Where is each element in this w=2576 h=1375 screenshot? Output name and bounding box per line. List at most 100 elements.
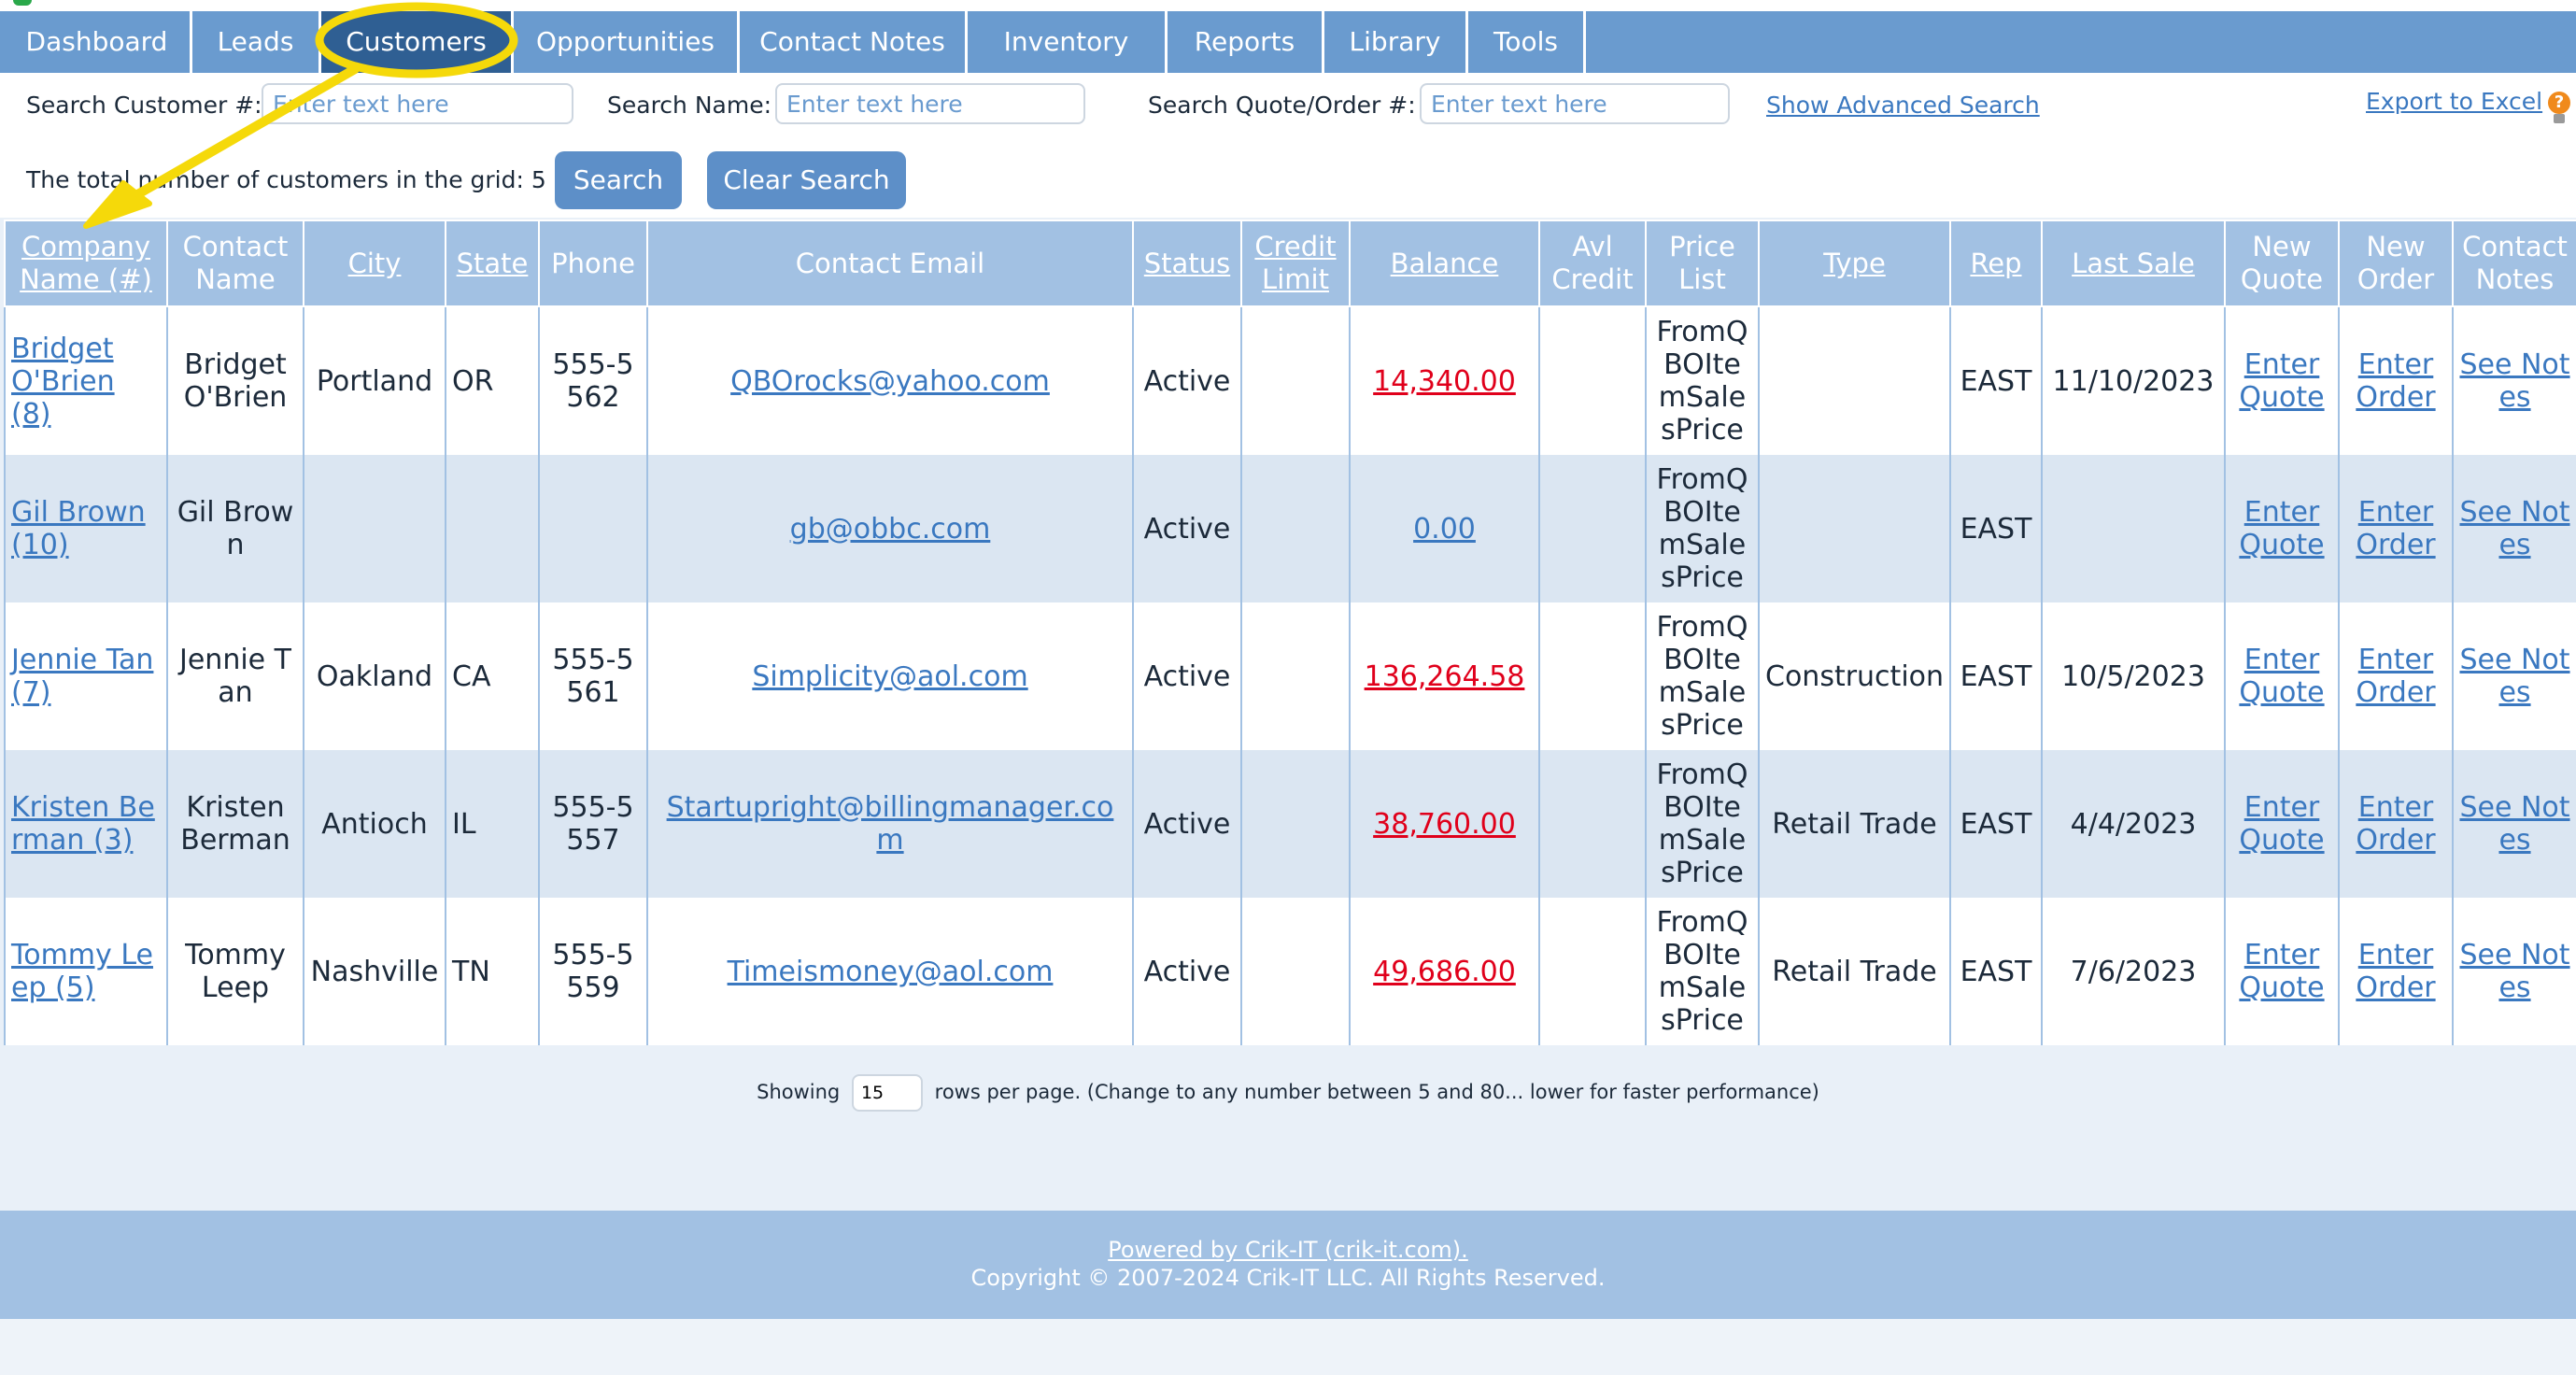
total-customers-text: The total number of customers in the gri… — [26, 166, 546, 193]
lightbulb-base-icon — [2554, 114, 2565, 123]
enter-order-link[interactable]: Enter Order — [2338, 455, 2454, 602]
col-state[interactable]: State — [445, 220, 540, 307]
col-company-name[interactable]: Company Name (#) — [4, 220, 168, 307]
tab-dashboard[interactable]: Dashboard — [4, 11, 192, 73]
tab-library[interactable]: Library — [1324, 11, 1468, 73]
see-notes-link[interactable]: See Notes — [2452, 306, 2576, 455]
col-contact-email: Contact Email — [646, 220, 1134, 307]
cell-price-list: FromQBOItemSalesPrice — [1645, 455, 1760, 602]
tab-leads[interactable]: Leads — [192, 11, 321, 73]
cell-last-sale: 7/6/2023 — [2041, 898, 2226, 1045]
see-notes-link[interactable]: See Notes — [2452, 898, 2576, 1045]
cell-status: Active — [1132, 306, 1242, 455]
cell-city: Nashville — [303, 898, 446, 1045]
cell-phone — [538, 455, 648, 602]
col-avl-credit: Avl Credit — [1538, 220, 1647, 307]
enter-order-link[interactable]: Enter Order — [2338, 750, 2454, 898]
cell-type: Retail Trade — [1758, 898, 1951, 1045]
cell-type: Retail Trade — [1758, 750, 1951, 898]
cell-balance[interactable]: 14,340.00 — [1349, 306, 1540, 455]
cell-rep: EAST — [1949, 602, 2043, 750]
tab-contact-notes[interactable]: Contact Notes — [740, 11, 968, 73]
customers-table: Company Name (#) Contact Name City State… — [4, 220, 2576, 1045]
col-rep[interactable]: Rep — [1949, 220, 2043, 307]
lightbulb-help-icon[interactable]: ? — [2548, 92, 2570, 114]
enter-quote-link[interactable]: Enter Quote — [2224, 898, 2340, 1045]
pager-suffix: rows per page. (Change to any number bet… — [934, 1081, 1819, 1103]
cell-rep: EAST — [1949, 455, 2043, 602]
cell-type — [1758, 306, 1951, 455]
cell-balance[interactable]: 0.00 — [1349, 455, 1540, 602]
tab-customers[interactable]: Customers — [321, 11, 514, 73]
col-status[interactable]: Status — [1132, 220, 1242, 307]
search-quote-input[interactable] — [1420, 83, 1730, 124]
tab-tools[interactable]: Tools — [1468, 11, 1586, 73]
main-nav: Dashboard Leads Customers Opportunities … — [0, 11, 2576, 73]
page-bottom — [0, 1319, 2576, 1375]
enter-quote-link[interactable]: Enter Quote — [2224, 455, 2340, 602]
cell-email[interactable]: Simplicity@aol.com — [646, 602, 1134, 750]
cell-contact: Gil Brown — [166, 455, 304, 602]
cell-last-sale: 10/5/2023 — [2041, 602, 2226, 750]
cell-phone: 555-5559 — [538, 898, 648, 1045]
cell-phone: 555-5562 — [538, 306, 648, 455]
tab-opportunities[interactable]: Opportunities — [514, 11, 740, 73]
search-name-input[interactable] — [775, 83, 1085, 124]
cell-email[interactable]: Startupright@billingmanager.com — [646, 750, 1134, 898]
col-city[interactable]: City — [303, 220, 446, 307]
cell-balance[interactable]: 49,686.00 — [1349, 898, 1540, 1045]
enter-order-link[interactable]: Enter Order — [2338, 306, 2454, 455]
advanced-search-link[interactable]: Show Advanced Search — [1766, 92, 2040, 119]
enter-quote-link[interactable]: Enter Quote — [2224, 750, 2340, 898]
rows-per-page-input[interactable] — [851, 1074, 923, 1112]
cell-status: Active — [1132, 750, 1242, 898]
cell-state: OR — [445, 306, 540, 455]
enter-order-link[interactable]: Enter Order — [2338, 898, 2454, 1045]
table-row: Tommy Leep (5) Tommy Leep Nashville TN 5… — [4, 898, 2576, 1045]
col-type[interactable]: Type — [1758, 220, 1951, 307]
export-excel-link[interactable]: Export to Excel — [2366, 88, 2543, 115]
cell-email[interactable]: gb@obbc.com — [646, 455, 1134, 602]
customers-grid: Company Name (#) Contact Name City State… — [4, 220, 2576, 1045]
cell-email[interactable]: QBOrocks@yahoo.com — [646, 306, 1134, 455]
cell-price-list: FromQBOItemSalesPrice — [1645, 306, 1760, 455]
cell-company[interactable]: Gil Brown (10) — [4, 455, 168, 602]
cell-email[interactable]: Timeismoney@aol.com — [646, 898, 1134, 1045]
cell-company[interactable]: Kristen Berman (3) — [4, 750, 168, 898]
cell-city: Antioch — [303, 750, 446, 898]
cell-balance[interactable]: 136,264.58 — [1349, 602, 1540, 750]
tab-inventory[interactable]: Inventory — [968, 11, 1168, 73]
nav-tabs: Dashboard Leads Customers Opportunities … — [4, 11, 1586, 73]
cell-balance[interactable]: 38,760.00 — [1349, 750, 1540, 898]
search-customer-input[interactable] — [262, 83, 573, 124]
cell-rep: EAST — [1949, 306, 2043, 455]
enter-order-link[interactable]: Enter Order — [2338, 602, 2454, 750]
cell-avl-credit — [1538, 898, 1647, 1045]
copyright-text: Copyright © 2007-2024 Crik-IT LLC. All R… — [970, 1265, 1606, 1291]
col-balance[interactable]: Balance — [1349, 220, 1540, 307]
cell-phone: 555-5561 — [538, 602, 648, 750]
cell-contact: Jennie Tan — [166, 602, 304, 750]
cell-city: Oakland — [303, 602, 446, 750]
cell-avl-credit — [1538, 750, 1647, 898]
cell-last-sale: 4/4/2023 — [2041, 750, 2226, 898]
cell-company[interactable]: Bridget O'Brien (8) — [4, 306, 168, 455]
enter-quote-link[interactable]: Enter Quote — [2224, 306, 2340, 455]
cell-price-list: FromQBOItemSalesPrice — [1645, 602, 1760, 750]
browser-top-strip — [0, 0, 2576, 11]
see-notes-link[interactable]: See Notes — [2452, 750, 2576, 898]
col-credit-limit[interactable]: Credit Limit — [1240, 220, 1351, 307]
cell-credit-limit — [1240, 306, 1351, 455]
see-notes-link[interactable]: See Notes — [2452, 455, 2576, 602]
cell-phone: 555-5557 — [538, 750, 648, 898]
see-notes-link[interactable]: See Notes — [2452, 602, 2576, 750]
col-last-sale[interactable]: Last Sale — [2041, 220, 2226, 307]
clear-search-button[interactable]: Clear Search — [707, 151, 906, 209]
powered-by-link[interactable]: Powered by Crik-IT (crik-it.com). — [1108, 1237, 1468, 1263]
cell-company[interactable]: Tommy Leep (5) — [4, 898, 168, 1045]
cell-company[interactable]: Jennie Tan (7) — [4, 602, 168, 750]
enter-quote-link[interactable]: Enter Quote — [2224, 602, 2340, 750]
tab-reports[interactable]: Reports — [1168, 11, 1324, 73]
cell-contact: Kristen Berman — [166, 750, 304, 898]
search-button[interactable]: Search — [555, 151, 682, 209]
